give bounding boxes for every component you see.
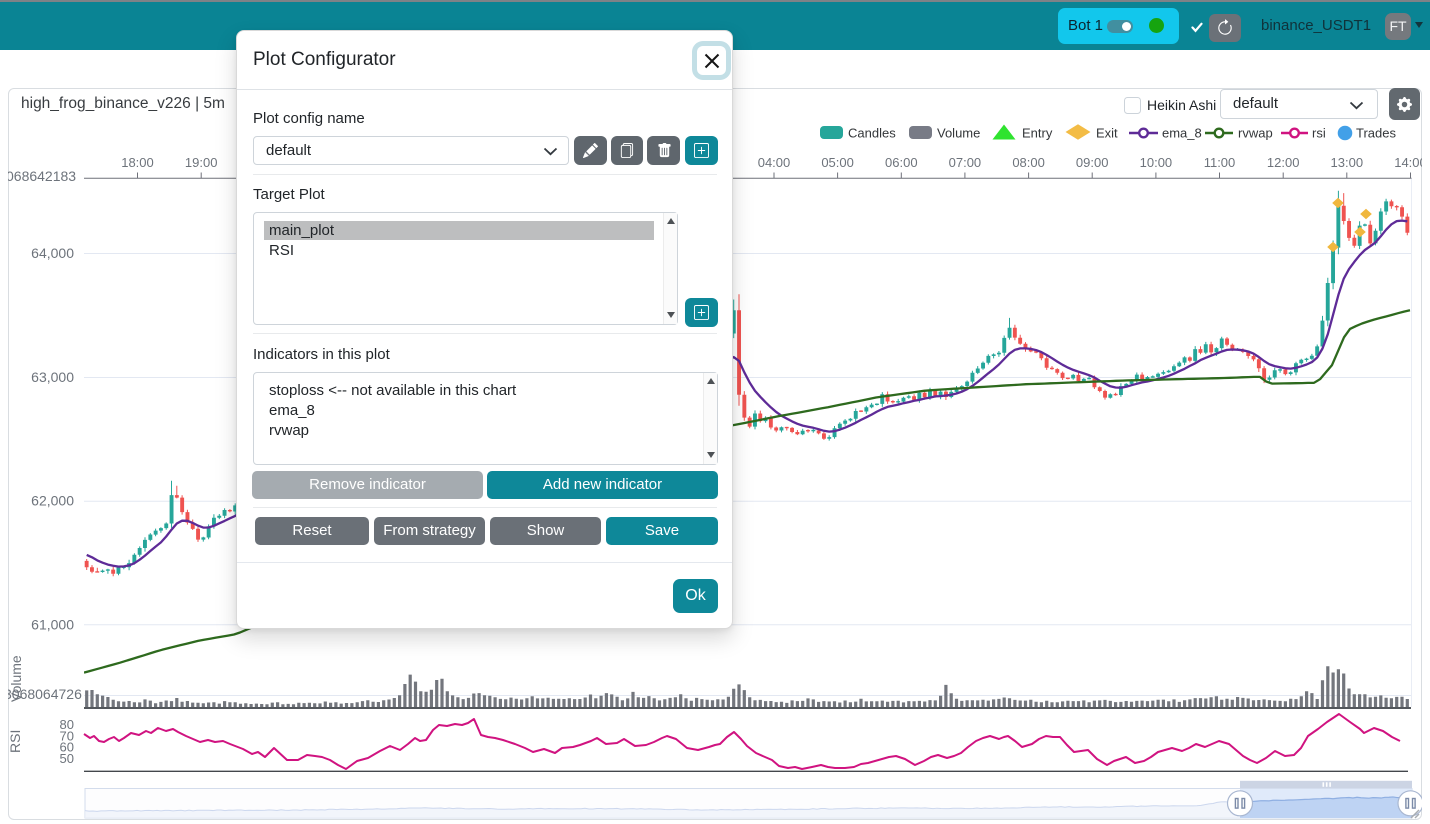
svg-text:rvwap: rvwap — [1238, 126, 1273, 141]
svg-text:63,000: 63,000 — [31, 369, 74, 385]
svg-text:64,000: 64,000 — [31, 245, 74, 261]
svg-text:Exit: Exit — [1096, 126, 1118, 141]
svg-text:11:00: 11:00 — [1204, 155, 1236, 170]
svg-text:09:00: 09:00 — [1076, 155, 1109, 170]
svg-text:05:00: 05:00 — [821, 155, 854, 170]
svg-text:70: 70 — [60, 729, 74, 744]
svg-text:Trades: Trades — [1356, 126, 1396, 141]
svg-text:18:00: 18:00 — [121, 155, 154, 170]
svg-text:10:00: 10:00 — [1140, 155, 1173, 170]
svg-text:RSI: RSI — [8, 730, 23, 753]
svg-text:12:00: 12:00 — [1267, 155, 1300, 170]
svg-text:3068064726: 3068064726 — [8, 686, 82, 702]
svg-text:08:00: 08:00 — [1012, 155, 1045, 170]
svg-text:Entry: Entry — [1022, 126, 1053, 141]
svg-text:13:00: 13:00 — [1331, 155, 1364, 170]
svg-text:Volume: Volume — [937, 126, 980, 141]
svg-text:50: 50 — [60, 751, 74, 766]
svg-text:62,000: 62,000 — [31, 493, 74, 509]
svg-text:14:00: 14:00 — [1394, 155, 1422, 170]
svg-text:rsi: rsi — [1312, 126, 1326, 141]
svg-text:Candles: Candles — [848, 126, 896, 141]
svg-text:80: 80 — [60, 717, 74, 732]
svg-text:61,000: 61,000 — [31, 616, 74, 632]
svg-text:068642183: 068642183 — [8, 168, 76, 184]
svg-text:06:00: 06:00 — [885, 155, 918, 170]
svg-text:60: 60 — [60, 740, 74, 755]
svg-text:19:00: 19:00 — [185, 155, 218, 170]
svg-text:04:00: 04:00 — [758, 155, 791, 170]
svg-text:Volume: Volume — [8, 655, 24, 702]
svg-text:07:00: 07:00 — [949, 155, 982, 170]
svg-text:ema_8: ema_8 — [1162, 126, 1202, 141]
